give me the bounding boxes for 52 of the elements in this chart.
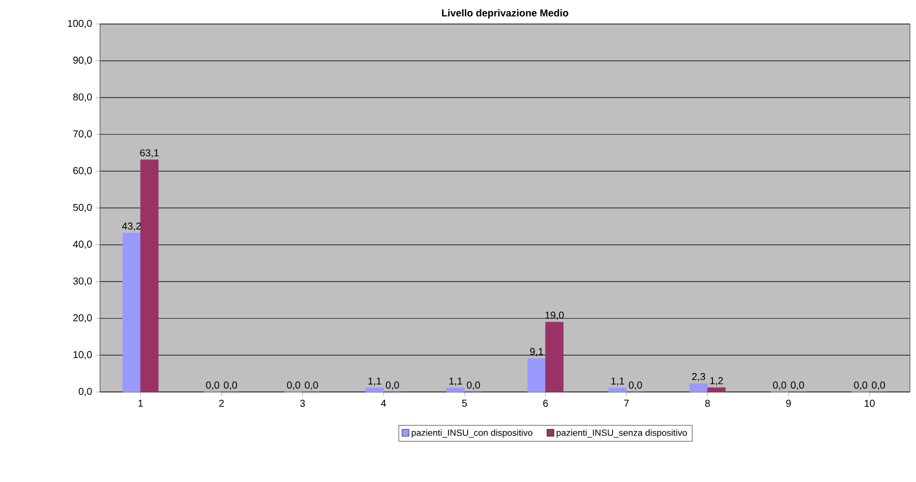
data-label: 63,1 (140, 149, 159, 158)
data-label: 19,0 (545, 312, 564, 320)
data-label: 0,0 (773, 382, 786, 390)
x-tick-label: 4 (380, 400, 386, 407)
data-label: 0,0 (872, 382, 885, 390)
data-label: 0,0 (628, 382, 642, 390)
y-tick-label: 30,0 (73, 277, 92, 286)
data-label: 1,1 (449, 378, 462, 386)
data-label: 0,0 (287, 382, 300, 390)
bar (707, 387, 726, 392)
data-label: 1,1 (611, 378, 624, 386)
y-tick-label: 70,0 (73, 130, 92, 139)
x-tick-label: 2 (219, 400, 224, 407)
y-tick-label: 10,0 (74, 351, 92, 360)
x-tick-label: 9 (786, 400, 791, 407)
y-tick-label: 0,0 (78, 388, 92, 396)
bar (545, 322, 564, 392)
data-label: 0,0 (206, 382, 220, 390)
data-label: 0,0 (790, 382, 804, 390)
data-label: 1,1 (368, 378, 382, 386)
x-tick-label: 3 (300, 400, 305, 407)
legend-label: pazienti_INSU_senza dispositivo (556, 429, 687, 438)
data-label: 0,0 (386, 382, 399, 390)
x-tick-label: 1 (138, 400, 143, 407)
bar (140, 160, 159, 392)
x-tick-label: 8 (705, 400, 710, 407)
x-tick-label: 10 (864, 400, 875, 407)
x-tick-label: 6 (543, 400, 548, 407)
data-label: 0,0 (466, 382, 480, 390)
data-label: 0,0 (854, 382, 868, 390)
x-tick-label: 5 (462, 400, 467, 407)
data-label: 1,2 (710, 377, 723, 386)
bar (122, 232, 141, 392)
y-tick-label: 90,0 (73, 56, 92, 65)
chart-title: Livello deprivazione Medio (442, 9, 568, 18)
data-label: 9,1 (530, 348, 544, 356)
y-tick-label: 80,0 (73, 93, 92, 102)
y-tick-label: 20,0 (73, 314, 92, 323)
y-tick-label: 100,0 (68, 20, 92, 28)
bar (689, 383, 708, 392)
bar (608, 388, 627, 392)
bar (527, 358, 546, 392)
y-tick-label: 60,0 (73, 167, 92, 176)
data-label: 0,0 (304, 382, 318, 390)
y-tick-label: 50,0 (73, 204, 92, 212)
data-label: 0,0 (224, 382, 237, 390)
y-tick-label: 40,0 (73, 240, 92, 249)
x-tick-label: 7 (624, 400, 629, 407)
legend-label: pazienti_INSU_con dispositivo (412, 429, 532, 438)
bar (446, 388, 465, 392)
bar (365, 388, 384, 392)
data-label: 2,3 (692, 373, 706, 382)
